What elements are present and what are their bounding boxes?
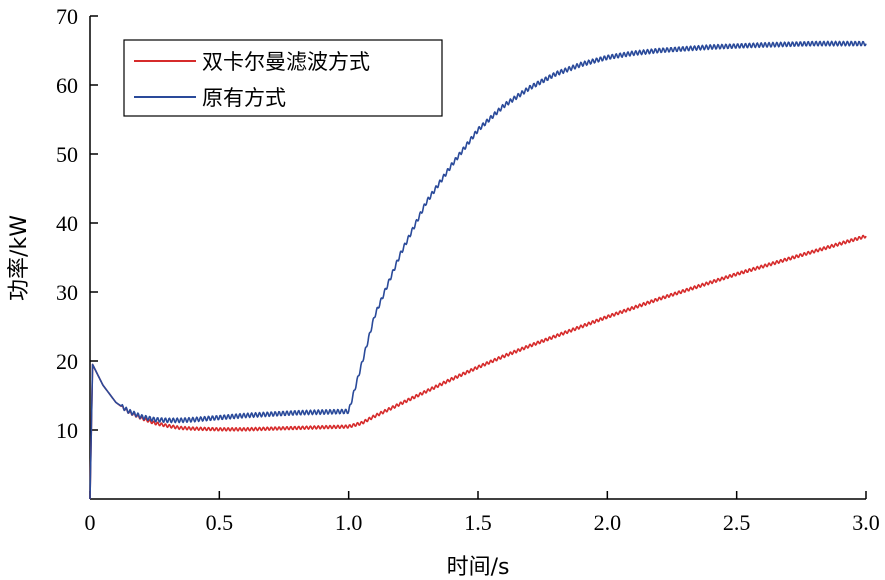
x-tick-label: 1.0 <box>335 510 363 535</box>
x-tick-label: 0 <box>85 510 96 535</box>
y-tick-label: 70 <box>56 4 78 29</box>
x-axis-title: 时间/s <box>447 555 510 580</box>
x-tick-label: 2.5 <box>723 510 751 535</box>
series-line-2 <box>89 40 867 500</box>
x-tick-label: 0.5 <box>206 510 234 535</box>
x-tick-label: 2.0 <box>594 510 622 535</box>
y-tick-label: 10 <box>56 418 78 443</box>
x-ticks: 0 0.5 1.0 1.5 2.0 2.5 3.0 <box>85 491 880 535</box>
y-tick-label: 60 <box>56 73 78 98</box>
legend-box <box>123 39 443 117</box>
y-ticks: 10 20 30 40 50 60 70 <box>56 4 98 443</box>
series-line-1 <box>89 234 867 500</box>
y-tick-label: 50 <box>56 142 78 167</box>
legend-label-series-1: 双卡尔曼滤波方式 <box>202 50 370 74</box>
y-tick-label: 40 <box>56 211 78 236</box>
legend: 双卡尔曼滤波方式 原有方式 <box>123 39 443 117</box>
legend-label-series-2: 原有方式 <box>202 86 286 110</box>
x-tick-label: 3.0 <box>852 510 880 535</box>
y-tick-label: 20 <box>56 349 78 374</box>
series-layer <box>89 40 867 500</box>
y-axis-title: 功率/kW <box>7 215 32 301</box>
x-tick-label: 1.5 <box>464 510 492 535</box>
y-tick-label: 30 <box>56 280 78 305</box>
